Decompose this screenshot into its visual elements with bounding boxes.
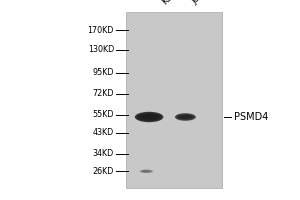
Text: 72KD: 72KD: [92, 89, 114, 98]
Ellipse shape: [181, 116, 190, 118]
Ellipse shape: [135, 112, 163, 122]
Ellipse shape: [140, 169, 153, 173]
Text: K562: K562: [160, 0, 183, 6]
Text: PSMD4: PSMD4: [234, 112, 268, 122]
Text: 34KD: 34KD: [93, 149, 114, 158]
Ellipse shape: [140, 114, 158, 120]
Text: 55KD: 55KD: [92, 110, 114, 119]
Ellipse shape: [143, 171, 149, 172]
Text: 43KD: 43KD: [93, 128, 114, 137]
Ellipse shape: [176, 114, 194, 120]
Text: 170KD: 170KD: [88, 26, 114, 35]
Text: 95KD: 95KD: [92, 68, 114, 77]
Ellipse shape: [142, 170, 151, 172]
Text: 130KD: 130KD: [88, 45, 114, 54]
Ellipse shape: [178, 115, 192, 119]
Ellipse shape: [137, 113, 161, 121]
Text: 26KD: 26KD: [93, 167, 114, 176]
Ellipse shape: [141, 170, 152, 173]
Ellipse shape: [143, 115, 155, 119]
Ellipse shape: [175, 113, 196, 121]
Bar: [126, 12, 222, 188]
Text: Jurkat: Jurkat: [190, 0, 215, 6]
